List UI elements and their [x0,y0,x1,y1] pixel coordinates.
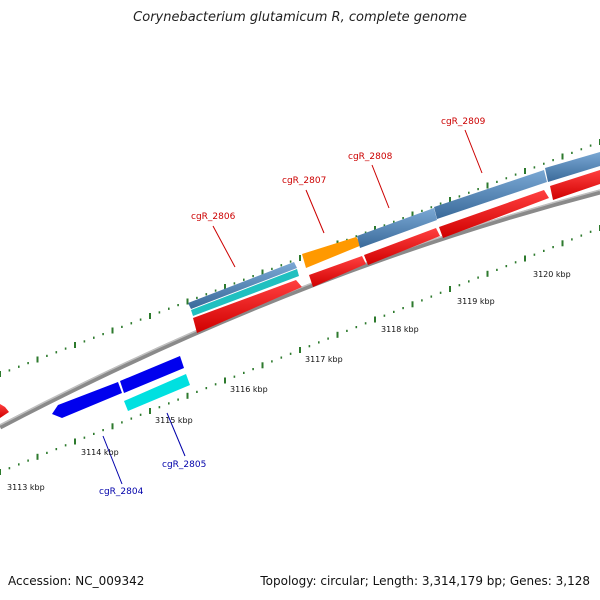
feature-steel-blue-4[interactable] [545,152,600,182]
gene-label-cgR_2809[interactable]: cgR_2809 [441,117,486,127]
feature-red-5[interactable] [550,170,600,200]
leader-cgR_2805 [166,412,186,457]
map-title: Corynebacterium glutamicum R, complete g… [133,10,467,25]
feature-blue-1[interactable] [52,382,122,418]
tick-track-upper [0,139,600,377]
feature-red-1[interactable] [193,280,302,333]
scale-labels: 3113 kbp 3114 kbp 3115 kbp 3116 kbp 3117… [7,270,571,492]
genome-backbone [0,189,600,430]
tick-track-lower [0,225,600,475]
scale-label-3118: 3118 kbp [381,325,419,334]
feature-steel-blue-3[interactable] [434,170,547,219]
accession-text: Accession: NC_009342 [8,574,145,588]
gene-label-cgR_2808[interactable]: cgR_2808 [348,152,393,162]
leader-cgR_2806 [212,225,236,268]
feature-red-3[interactable] [364,228,440,265]
genome-summary-text: Topology: circular; Length: 3,314,179 bp… [260,574,590,588]
leader-cgR_2804 [102,435,123,485]
feature-orange-1[interactable] [302,237,362,268]
leader-lines [102,129,483,485]
feature-red-2[interactable] [309,256,366,287]
scale-label-3116: 3116 kbp [230,385,268,394]
feature-blue-2[interactable] [120,356,184,393]
scale-label-3113: 3113 kbp [7,483,45,492]
scale-label-3117: 3117 kbp [305,355,343,364]
feature-teal-1[interactable] [191,269,299,316]
lower-features [0,356,190,418]
leader-cgR_2809 [464,129,483,174]
scale-label-3119: 3119 kbp [457,297,495,306]
genome-backbone-highlight [0,189,600,426]
gene-label-cgR_2804[interactable]: cgR_2804 [99,487,144,497]
leader-cgR_2808 [371,164,390,209]
scale-label-3114: 3114 kbp [81,448,119,457]
feature-red-left[interactable] [0,404,9,418]
leader-cgR_2807 [305,189,325,234]
gene-label-cgR_2806[interactable]: cgR_2806 [191,212,236,222]
upper-features [188,152,600,333]
scale-label-3115: 3115 kbp [155,416,193,425]
gene-labels: cgR_2806 cgR_2807 cgR_2808 cgR_2809 cgR_… [99,117,486,497]
gene-label-cgR_2807[interactable]: cgR_2807 [282,176,326,186]
feature-red-4[interactable] [439,190,549,238]
feature-steel-blue-2[interactable] [357,208,437,248]
feature-cyan-1[interactable] [124,374,190,411]
gene-label-cgR_2805[interactable]: cgR_2805 [162,460,206,470]
feature-steel-blue-1[interactable] [188,262,297,309]
scale-label-3120: 3120 kbp [533,270,571,279]
